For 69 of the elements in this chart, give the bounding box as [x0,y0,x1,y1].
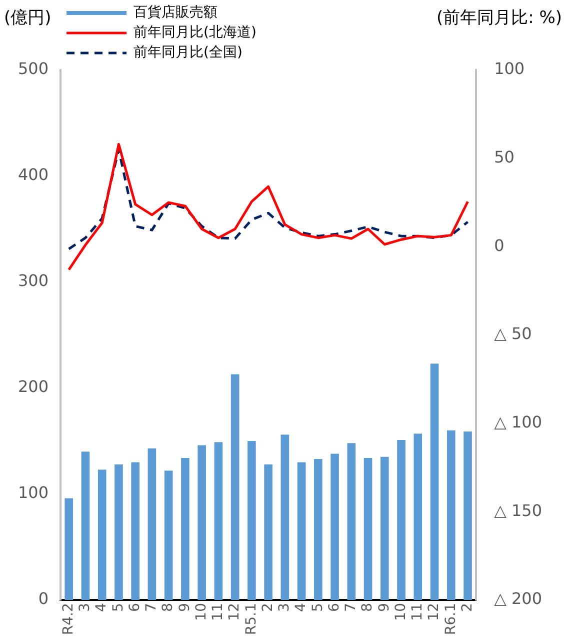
x-tick-label: 12 [226,603,243,621]
bar [81,452,90,600]
x-tick-label: 2 [459,603,476,612]
x-tick-label: 11 [210,603,226,621]
bar [297,462,306,600]
bar [181,458,190,600]
x-tick-label: 2 [260,603,276,612]
x-tick-label: 5 [110,603,126,612]
y2-tick-label: 0 [494,236,504,255]
x-tick-label: 12 [426,603,442,621]
x-tick-label: 7 [144,603,160,612]
bar [264,464,272,600]
y-tick-label: 400 [18,165,49,184]
y-axis-title: (億円) [4,8,52,28]
y-tick-label: 500 [18,59,49,78]
bar [314,459,322,600]
x-tick-label: R4.2 [60,603,76,636]
line-series [68,148,470,250]
x-tick-label: 4 [94,602,110,612]
y-tick-label: 200 [18,377,49,396]
bar [214,442,223,600]
bar [98,470,106,600]
bar [148,448,156,600]
x-tick-label: 6 [126,602,143,612]
y2-tick-label: △ 150 [494,500,542,520]
y2-tick-label: △ 50 [494,324,532,344]
x-tick-label: 10 [392,603,409,621]
bar [446,430,456,600]
bar [364,458,372,600]
x-tick-label: 10 [193,603,210,621]
bar [397,440,406,600]
legend-label: 前年同月比(北海道) [134,24,256,41]
bar [347,443,356,600]
y-tick-label: 300 [18,271,49,290]
x-tick-label: R6.1 [442,603,459,636]
bar [330,454,339,600]
y-tick-label: 100 [18,483,49,502]
y2-tick-label: 50 [494,147,514,166]
legend-label: 前年同月比(全国) [134,44,242,61]
x-tick-label: 4 [293,602,310,612]
y2-tick-label: △ 200 [494,589,542,608]
bar [64,498,74,600]
x-tick-label: 7 [343,603,360,612]
x-tick-label: 8 [360,603,376,612]
x-tick-label: 3 [77,603,94,612]
x-tick-label: 8 [160,603,176,612]
bar [414,434,422,600]
bar [280,434,290,600]
bar [430,364,439,600]
y-tick-label: 0 [38,589,49,608]
x-tick-label: R5.1 [243,603,260,636]
legend-label: 百貨店販売額 [134,4,218,21]
x-tick-label: 6 [326,602,342,612]
x-tick-label: 9 [176,603,193,612]
y2-tick-label: △ 100 [494,412,542,432]
x-tick-label: 9 [376,603,392,612]
x-tick-label: 5 [310,603,326,612]
bar [380,456,389,600]
bar [230,374,240,600]
y2-tick-label: 100 [494,59,525,78]
bar [164,470,173,600]
bar [198,445,206,600]
bar [114,464,123,600]
x-tick-label: 3 [276,603,293,612]
x-tick-label: 11 [410,603,426,621]
bar [464,431,472,600]
y2-axis-title: (前年同月比: %) [436,8,562,28]
bar [131,462,140,600]
bar [248,441,256,600]
